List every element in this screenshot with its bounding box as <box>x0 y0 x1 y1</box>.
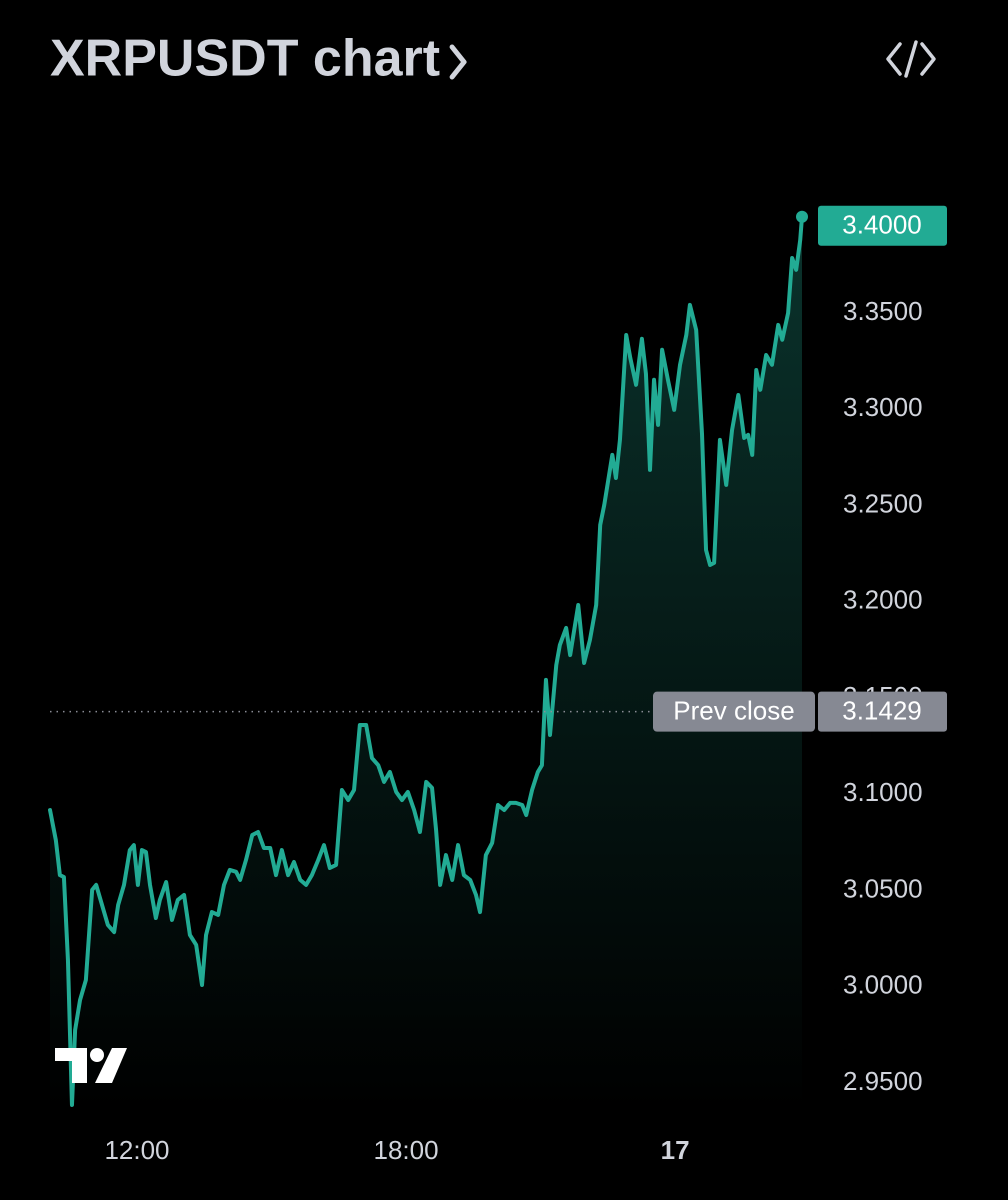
logo-part <box>55 1048 87 1083</box>
prev-close-name: Prev close <box>673 696 794 726</box>
y-tick-label: 3.3500 <box>843 296 923 326</box>
tradingview-logo[interactable] <box>55 1048 127 1083</box>
plot-area: 2.95003.00003.05003.10003.15003.20003.25… <box>48 210 923 1165</box>
x-tick-label: 17 <box>661 1135 690 1165</box>
y-tick-label: 3.0000 <box>843 970 923 1000</box>
y-tick-label: 3.1000 <box>843 777 923 807</box>
y-tick-label: 3.0500 <box>843 873 923 903</box>
chart-title[interactable]: XRPUSDT chart <box>50 30 440 88</box>
y-tick-label: 3.2000 <box>843 585 923 615</box>
y-tick-label: 3.2500 <box>843 488 923 518</box>
price-line <box>48 214 804 1107</box>
icon-part <box>886 42 902 76</box>
x-tick-label: 18:00 <box>374 1135 439 1165</box>
icon-part <box>920 42 936 76</box>
last-point <box>796 210 808 223</box>
logo-part <box>95 1048 127 1083</box>
prev-close-value-badge <box>818 691 947 732</box>
y-tick-label: 3.3000 <box>843 392 923 422</box>
last-price-label: 3.4000 <box>842 210 922 240</box>
y-tick-label: 2.9500 <box>843 1066 923 1096</box>
x-tick-label: 12:00 <box>104 1135 169 1165</box>
embed-code-icon[interactable] <box>886 40 936 78</box>
prev-close-badge <box>653 691 815 732</box>
last-price-badge <box>818 205 947 246</box>
logo-part <box>90 1048 104 1062</box>
prev-close-value: 3.1429 <box>842 696 922 726</box>
area-fill <box>50 216 802 1110</box>
icon-part <box>904 40 918 78</box>
overlay: Prev close 3.1429 3.4000 <box>50 205 947 732</box>
title-chevron[interactable] <box>449 44 467 80</box>
